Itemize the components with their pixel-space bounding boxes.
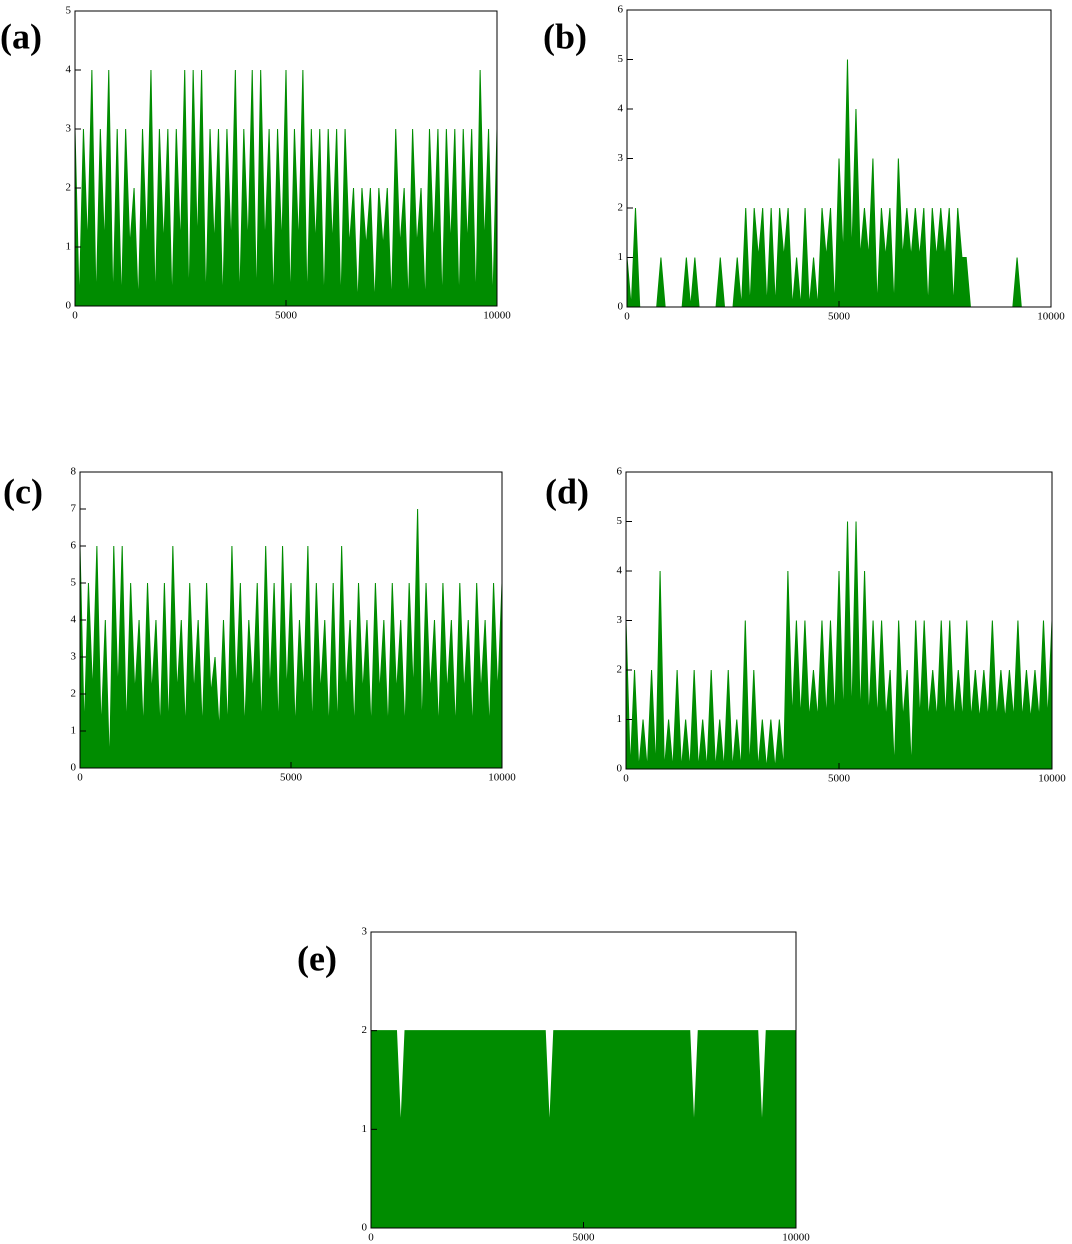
y-tick-label: 8 [71, 466, 77, 478]
series-line [371, 1030, 796, 1130]
x-tick-label: 10000 [1037, 311, 1065, 323]
y-tick-label: 3 [66, 123, 72, 135]
y-tick-label: 1 [617, 713, 623, 725]
x-tick-label: 5000 [828, 773, 851, 785]
x-tick-label: 5000 [280, 772, 303, 784]
panel-label: (e) [297, 938, 337, 978]
x-tick-label: 0 [368, 1232, 374, 1244]
series-line [79, 508, 503, 769]
y-tick-label: 3 [362, 926, 368, 938]
y-tick-label: 7 [71, 503, 77, 515]
y-tick-label: 0 [71, 762, 77, 774]
y-tick-label: 6 [617, 466, 623, 478]
x-tick-label: 10000 [488, 772, 516, 784]
y-tick-label: 0 [362, 1222, 368, 1234]
y-tick-label: 4 [66, 64, 72, 76]
y-tick-label: 1 [71, 725, 77, 737]
panel-label: (c) [3, 471, 43, 511]
x-tick-label: 5000 [275, 310, 298, 322]
y-tick-label: 3 [618, 152, 624, 164]
y-tick-label: 4 [71, 614, 77, 626]
y-tick-label: 3 [71, 651, 77, 663]
area-fill [627, 59, 1051, 307]
y-tick-label: 1 [618, 251, 624, 263]
y-tick-label: 0 [66, 300, 72, 312]
y-tick-label: 3 [617, 614, 623, 626]
x-tick-label: 10000 [782, 1232, 810, 1244]
y-tick-label: 1 [66, 241, 72, 253]
y-tick-label: 6 [71, 540, 77, 552]
series-line [74, 69, 498, 307]
x-tick-label: 5000 [828, 311, 851, 323]
area-fill [371, 1030, 796, 1228]
y-tick-label: 2 [617, 664, 623, 676]
x-tick-label: 0 [77, 772, 83, 784]
y-tick-label: 5 [618, 53, 624, 65]
y-tick-label: 2 [71, 688, 77, 700]
x-tick-label: 0 [623, 773, 629, 785]
y-tick-label: 0 [618, 301, 624, 313]
y-tick-label: 4 [617, 565, 623, 577]
panel-label: (b) [543, 16, 587, 56]
y-tick-label: 5 [66, 5, 72, 17]
y-tick-label: 6 [618, 4, 624, 16]
x-tick-label: 0 [624, 311, 630, 323]
y-tick-label: 4 [618, 103, 624, 115]
y-tick-label: 1 [362, 1123, 368, 1135]
y-tick-label: 2 [618, 202, 624, 214]
x-tick-label: 10000 [483, 310, 511, 322]
area-fill [626, 521, 1052, 769]
area-fill [75, 70, 497, 306]
x-tick-label: 10000 [1038, 773, 1066, 785]
area-fill [80, 509, 502, 768]
y-tick-label: 5 [71, 577, 77, 589]
y-tick-label: 2 [66, 182, 72, 194]
x-tick-label: 5000 [573, 1232, 596, 1244]
y-tick-label: 0 [617, 763, 623, 775]
y-tick-label: 5 [617, 515, 623, 527]
panel-label: (a) [0, 16, 42, 56]
panel-label: (d) [545, 471, 589, 511]
series-line [625, 521, 1053, 770]
x-tick-label: 0 [72, 310, 78, 322]
y-tick-label: 2 [362, 1024, 368, 1036]
